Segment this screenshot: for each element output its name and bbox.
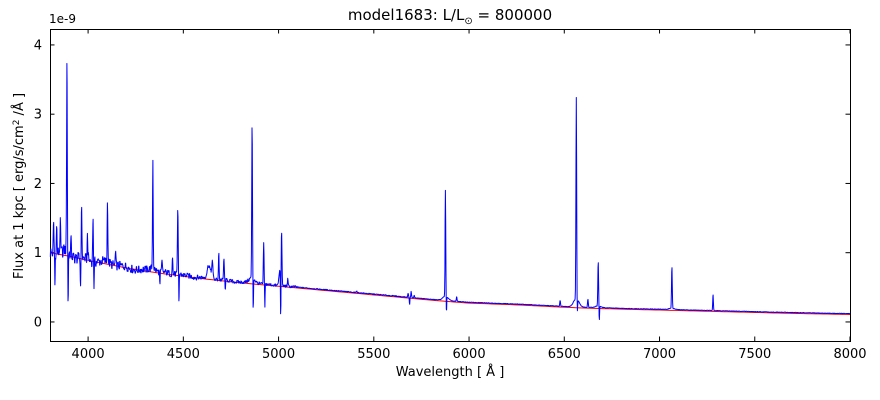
x-tick-label: 8000	[833, 347, 866, 362]
x-tick-label: 5500	[357, 347, 390, 362]
plot-title-value: = 800000	[472, 6, 553, 24]
y-axis-label: Flux at 1 kpc [ erg/s/cm2 /Å ]	[12, 92, 27, 280]
plot-title-text: model1683: L/L	[347, 6, 465, 24]
superscript-2: 2	[12, 119, 22, 126]
y-tick-label: 0	[34, 315, 42, 330]
x-tick-label: 5000	[262, 347, 295, 362]
y-tick-label: 1	[34, 246, 42, 261]
x-tick-label: 7000	[643, 347, 676, 362]
y-axis-offset-text: 1e-9	[49, 12, 76, 26]
x-tick-label: 7500	[738, 347, 771, 362]
plot-title: model1683: L/L⊙ = 800000	[50, 6, 850, 27]
y-tick-label: 2	[34, 177, 42, 192]
x-tick-label: 6500	[548, 347, 581, 362]
x-tick-label: 4500	[167, 347, 200, 362]
y-tick-label: 4	[34, 38, 42, 53]
x-tick-label: 4000	[72, 347, 105, 362]
x-axis-label: Wavelength [ Å ]	[395, 365, 505, 380]
spectrum-line	[49, 63, 851, 321]
sun-symbol: ⊙	[464, 16, 473, 27]
x-tick-label: 6000	[453, 347, 486, 362]
axes-frame	[50, 29, 851, 342]
y-tick-label: 3	[34, 108, 42, 123]
continuum-line	[49, 252, 851, 315]
